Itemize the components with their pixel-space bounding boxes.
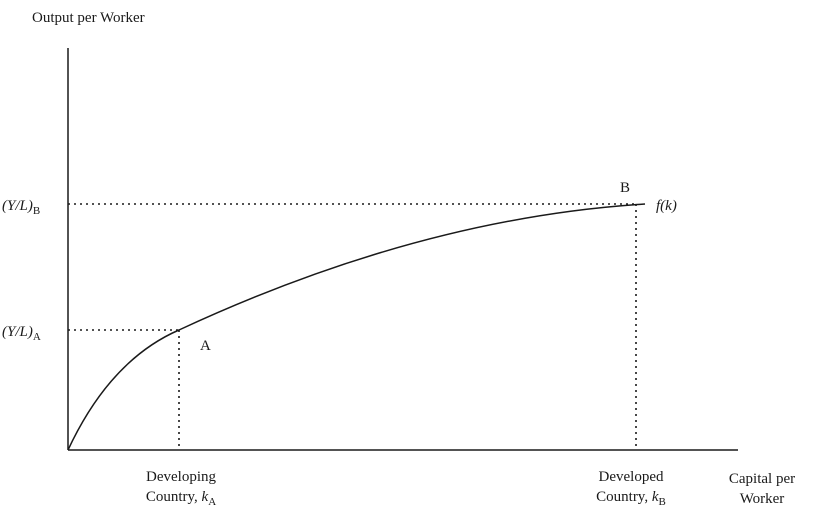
x-tick-label-B-line1: Developed bbox=[599, 469, 664, 485]
x-tick-label-A-line1: Developing bbox=[146, 469, 216, 485]
x-tick-label-B-line2: Country, kB bbox=[596, 489, 666, 508]
x-axis-title-line1: Capital per bbox=[729, 471, 795, 487]
curve-label: f(k) bbox=[656, 198, 677, 214]
point-A-label: A bbox=[200, 338, 211, 354]
y-tick-label-A: (Y/L)A bbox=[2, 324, 41, 343]
y-tick-label-B: (Y/L)B bbox=[2, 198, 40, 217]
point-B-label: B bbox=[620, 180, 630, 196]
production-curve bbox=[67, 203, 646, 451]
y-axis-title: Output per Worker bbox=[32, 10, 145, 26]
x-axis-title-line2: Worker bbox=[740, 491, 785, 507]
x-tick-label-A-line2: Country, kA bbox=[146, 489, 216, 508]
